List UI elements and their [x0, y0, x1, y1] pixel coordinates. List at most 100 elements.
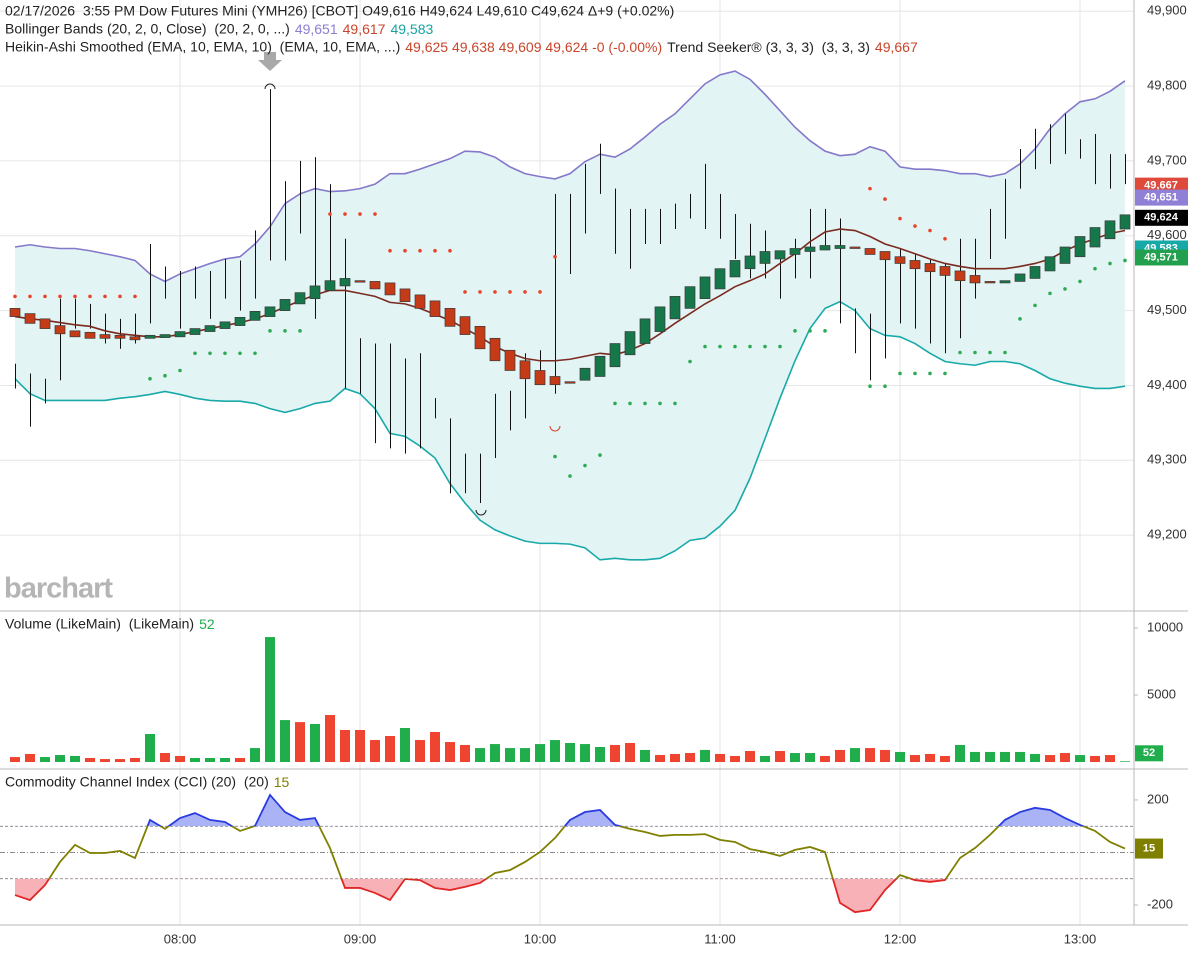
candle — [654, 306, 666, 332]
trend-dot — [808, 329, 812, 333]
x-tick-label: 10:00 — [524, 931, 557, 946]
volume-bar — [910, 755, 920, 762]
volume-bar — [685, 753, 695, 762]
candle — [579, 367, 591, 381]
candle — [1089, 227, 1101, 248]
trend-dot — [208, 351, 212, 356]
legend-item: 49,667 — [875, 39, 918, 55]
cci-tag-label: 15 — [1143, 842, 1155, 854]
pane-value: 52 — [199, 616, 215, 632]
volume-bar — [700, 749, 710, 762]
candle — [294, 292, 306, 305]
volume-bar — [400, 727, 410, 762]
volume-bar — [595, 747, 605, 762]
trend-dot — [103, 294, 107, 299]
trend-dot — [793, 329, 797, 333]
candle — [249, 311, 261, 321]
volume-bar — [1015, 751, 1025, 762]
legend-line: Bollinger Bands (20, 2, 0, Close) (20, 2… — [5, 21, 434, 37]
header: 02/17/2026 3:55 PM Dow Futures Mini (YMH… — [5, 3, 918, 55]
trend-dot — [613, 401, 617, 406]
candle — [1014, 273, 1026, 282]
volume-bar — [820, 755, 830, 762]
candle — [609, 343, 621, 368]
y-tick-label: 49,200 — [1147, 527, 1187, 542]
chart-title: 02/17/2026 3:55 PM Dow Futures Mini (YMH… — [5, 3, 674, 19]
trend-dot — [358, 212, 362, 216]
candle — [744, 255, 756, 270]
trend-dot — [1108, 261, 1112, 266]
candle — [774, 250, 786, 260]
trend-dot — [1018, 317, 1022, 321]
band-line — [14, 300, 1126, 561]
y-tick-label: 10000 — [1147, 620, 1183, 635]
x-tick-label: 09:00 — [344, 931, 377, 946]
x-tick-label: 13:00 — [1064, 931, 1097, 946]
candle — [969, 275, 981, 284]
legend-item: 49,651 — [295, 21, 338, 37]
trend-dot — [1003, 350, 1007, 355]
trend-dot — [13, 294, 17, 299]
candle — [309, 285, 321, 299]
trend-dot — [658, 401, 662, 406]
y-tick-label: 200 — [1147, 791, 1169, 806]
trend-dot — [913, 371, 917, 376]
trend-dot — [298, 329, 302, 333]
volume-bar — [370, 740, 380, 762]
candle — [864, 248, 876, 255]
band-fill — [15, 71, 1125, 560]
x-tick-label: 11:00 — [704, 931, 736, 946]
y-tick-label: 49,800 — [1147, 78, 1187, 93]
price-tag — [1135, 249, 1188, 266]
candle — [624, 331, 636, 356]
volume-bar — [775, 751, 785, 762]
trend-dot — [823, 329, 827, 333]
trend-dot — [538, 290, 542, 294]
trend-dot — [328, 212, 332, 216]
volume-bar — [610, 744, 620, 762]
price-tag-label: 49,651 — [1144, 192, 1178, 204]
high-marker — [264, 83, 276, 90]
candle — [954, 270, 966, 282]
trend-dot — [898, 216, 902, 221]
volume-bar — [550, 740, 560, 762]
volume-bar — [430, 732, 440, 762]
candle — [699, 276, 711, 299]
plot: barchart Volume (LikeMain) (LikeMain) 52 Co… — [4, 70, 1131, 914]
candle — [114, 334, 126, 339]
trend-dot — [148, 376, 152, 381]
volume-bar — [415, 740, 425, 762]
volume-bar — [100, 759, 110, 762]
y-tick-label: 5000 — [1147, 686, 1176, 701]
candle — [894, 256, 906, 264]
trend-dot — [373, 212, 377, 216]
legend-item: 49,583 — [390, 21, 433, 37]
trend-dot — [598, 453, 602, 457]
volume-bar — [640, 749, 650, 762]
candle — [759, 251, 771, 264]
candle — [729, 260, 741, 278]
candle — [459, 316, 471, 335]
trend-dot — [778, 344, 782, 349]
candle — [504, 349, 516, 371]
trend-dot — [643, 401, 647, 406]
trend-dot — [508, 290, 512, 294]
marker-arrow — [258, 52, 282, 71]
volume-bar — [565, 742, 575, 762]
price-tag-label: 49,667 — [1144, 180, 1178, 192]
volume-bar — [745, 751, 755, 762]
candle — [924, 263, 936, 273]
legend-item: 49,625 49,638 49,609 49,624 -0 (-0.00%) — [405, 39, 662, 55]
trend-dot — [1033, 303, 1037, 308]
trend-dot — [1123, 258, 1127, 263]
pane-title: Commodity Channel Index (CCI) (20) (20) 1… — [5, 774, 290, 790]
trend-dot — [943, 371, 947, 376]
trend-dot — [553, 454, 557, 459]
candle — [474, 325, 486, 350]
candle — [324, 280, 336, 291]
band-line — [14, 70, 1126, 283]
candle — [84, 331, 96, 339]
candle — [984, 281, 996, 284]
volume-bar — [355, 729, 365, 762]
trend-dot — [763, 344, 767, 349]
